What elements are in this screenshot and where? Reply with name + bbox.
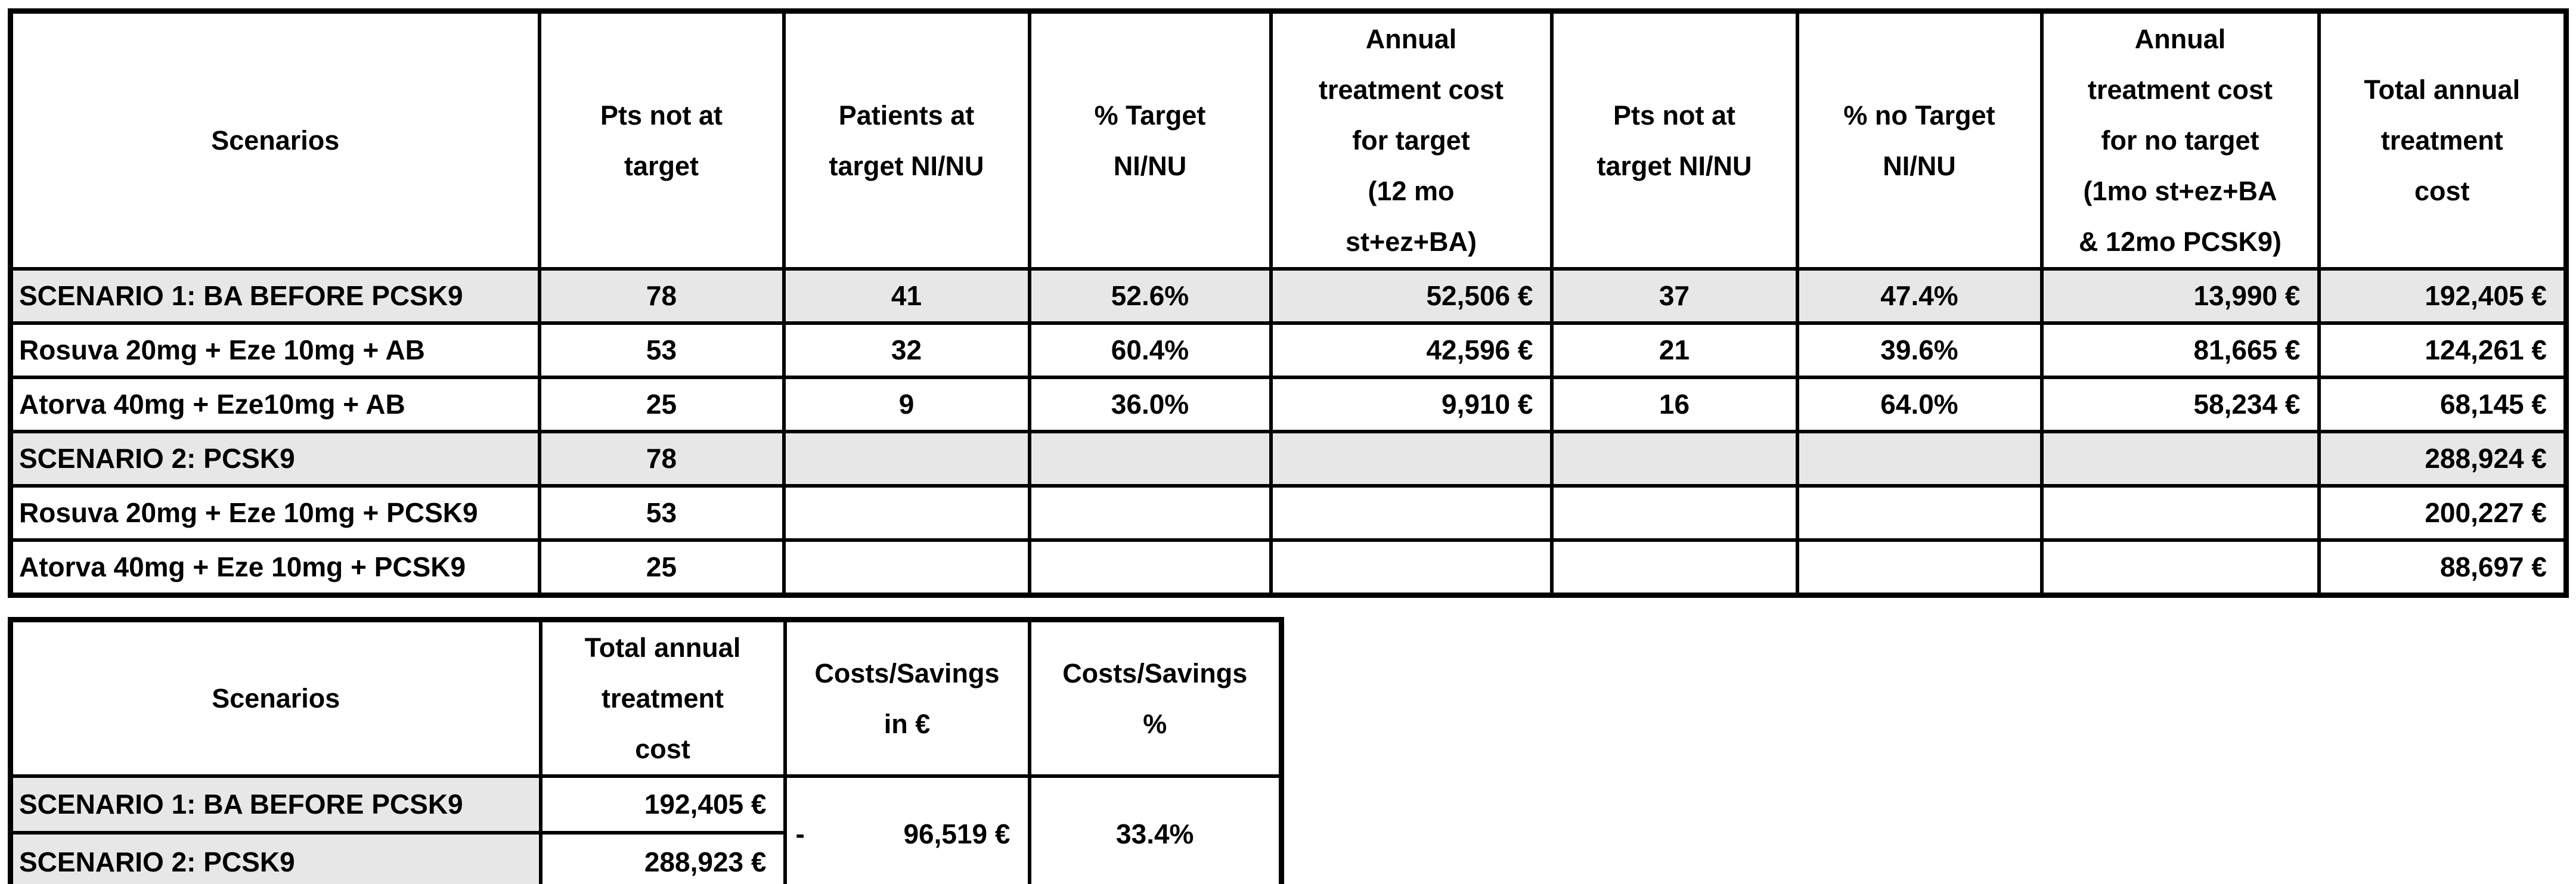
savings-summary-table: Scenarios Total annual treatment cost Co… xyxy=(8,617,1284,884)
t1-cell xyxy=(2039,484,2321,542)
t1-cell xyxy=(1549,484,1799,542)
t1-cell: 88,697 € xyxy=(2317,538,2568,597)
t1-header-annual-cost-target: Annual treatment cost for target (12 mo … xyxy=(1269,9,1554,271)
t1-cell: 16 xyxy=(1549,376,1799,433)
t1-cell: 9,910 € xyxy=(1269,376,1554,433)
t1-cell: 58,234 € xyxy=(2039,376,2321,433)
t1-cell xyxy=(1269,484,1554,542)
t1-cell: 36.0% xyxy=(1027,376,1273,433)
t1-cell xyxy=(1795,538,2044,597)
t1-header-pts-not-at-target-ninu: Pts not at target NI/NU xyxy=(1549,9,1799,271)
t1-cell xyxy=(1795,430,2044,488)
t1-cell xyxy=(2039,430,2321,488)
t1-header-annual-cost-no-target: Annual treatment cost for no target (1mo… xyxy=(2039,9,2321,271)
t1-scenario-label: SCENARIO 2: PCSK9 xyxy=(8,430,541,488)
t1-cell: 52,506 € xyxy=(1269,267,1554,325)
t1-cell: 13,990 € xyxy=(2039,267,2321,325)
t1-cell: 64.0% xyxy=(1795,376,2044,433)
t1-cell xyxy=(1549,538,1799,597)
t2-header-row: Scenarios Total annual treatment cost Co… xyxy=(8,618,1284,778)
t1-cell xyxy=(1269,538,1554,597)
t1-cell: 21 xyxy=(1549,321,1799,379)
t2-scenario-label: SCENARIO 2: PCSK9 xyxy=(8,831,543,884)
t2-total-cell: 192,405 € xyxy=(538,774,787,835)
t1-row-scenario1: SCENARIO 1: BA BEFORE PCSK9 78 41 52.6% … xyxy=(8,267,2568,325)
t1-cell: 47.4% xyxy=(1795,267,2044,325)
t1-cell xyxy=(782,430,1031,488)
t1-header-pct-no-target: % no Target NI/NU xyxy=(1795,9,2044,271)
t1-cell: 39.6% xyxy=(1795,321,2044,379)
treatment-cost-scenarios-table: Scenarios Pts not at target Patients at … xyxy=(8,8,2569,598)
t1-cell xyxy=(1027,430,1273,488)
t1-row-rosuva-pcsk9: Rosuva 20mg + Eze 10mg + PCSK9 53 200,22… xyxy=(8,484,2568,542)
t1-cell xyxy=(1269,430,1554,488)
t1-header-row: Scenarios Pts not at target Patients at … xyxy=(8,9,2568,271)
t1-cell: 32 xyxy=(782,321,1031,379)
t1-cell xyxy=(1549,430,1799,488)
t1-cell: 124,261 € xyxy=(2317,321,2568,379)
t1-scenario-label: Rosuva 20mg + Eze 10mg + PCSK9 xyxy=(8,484,541,542)
t2-savings-eur-cell: - 96,519 € xyxy=(783,774,1031,884)
t2-header-scenarios: Scenarios xyxy=(8,618,543,778)
t2-total-cell: 288,923 € xyxy=(538,831,787,884)
t1-cell xyxy=(782,538,1031,597)
t1-row-rosuva-ab: Rosuva 20mg + Eze 10mg + AB 53 32 60.4% … xyxy=(8,321,2568,379)
t1-cell: 42,596 € xyxy=(1269,321,1554,379)
t1-row-atorva-ab: Atorva 40mg + Eze10mg + AB 25 9 36.0% 9,… xyxy=(8,376,2568,433)
t2-header-costs-savings-eur: Costs/Savings in € xyxy=(783,618,1031,778)
t1-cell: 68,145 € xyxy=(2317,376,2568,433)
t1-header-scenarios: Scenarios xyxy=(8,9,541,271)
t1-cell: 52.6% xyxy=(1027,267,1273,325)
t1-cell: 25 xyxy=(537,376,786,433)
t1-cell: 9 xyxy=(782,376,1031,433)
t2-row-scenario2: SCENARIO 2: PCSK9 288,923 € xyxy=(8,831,1282,884)
t1-cell: 25 xyxy=(537,538,786,597)
t1-cell: 60.4% xyxy=(1027,321,1273,379)
t2-row-scenario1: SCENARIO 1: BA BEFORE PCSK9 192,405 € - … xyxy=(8,774,1284,884)
t1-cell: 192,405 € xyxy=(2317,267,2568,325)
t1-row-scenario2: SCENARIO 2: PCSK9 78 288,924 € xyxy=(8,430,2568,488)
savings-amount: 96,519 € xyxy=(903,818,1010,849)
t1-cell xyxy=(1027,538,1273,597)
t1-scenario-label: SCENARIO 1: BA BEFORE PCSK9 xyxy=(8,267,541,325)
t1-cell: 81,665 € xyxy=(2039,321,2321,379)
t1-cell: 78 xyxy=(537,267,786,325)
t2-header-total-annual-cost: Total annual treatment cost xyxy=(538,618,787,778)
t1-cell: 78 xyxy=(537,430,786,488)
t1-scenario-label: Atorva 40mg + Eze 10mg + PCSK9 xyxy=(8,538,541,597)
t1-cell: 41 xyxy=(782,267,1031,325)
t1-scenario-label: Atorva 40mg + Eze10mg + AB xyxy=(8,376,541,433)
t2-scenario-label: SCENARIO 1: BA BEFORE PCSK9 xyxy=(8,774,543,835)
t1-cell: 200,227 € xyxy=(2317,484,2568,542)
t1-row-atorva-pcsk9: Atorva 40mg + Eze 10mg + PCSK9 25 88,697… xyxy=(8,538,2568,597)
t1-scenario-label: Rosuva 20mg + Eze 10mg + AB xyxy=(8,321,541,379)
t1-cell xyxy=(1795,484,2044,542)
t1-cell xyxy=(1027,484,1273,542)
t2-savings-pct-cell: 33.4% xyxy=(1027,774,1284,884)
t1-header-pct-target: % Target NI/NU xyxy=(1027,9,1273,271)
t1-header-pts-not-at-target: Pts not at target xyxy=(537,9,786,271)
t1-cell: 37 xyxy=(1549,267,1799,325)
t1-header-patients-at-target: Patients at target NI/NU xyxy=(782,9,1031,271)
t1-cell: 288,924 € xyxy=(2317,430,2568,488)
t1-cell: 53 xyxy=(537,484,786,542)
t1-cell: 53 xyxy=(537,321,786,379)
t1-cell xyxy=(782,484,1031,542)
savings-minus-sign: - xyxy=(795,818,805,849)
t2-header-costs-savings-pct: Costs/Savings % xyxy=(1027,618,1284,778)
t1-header-total-annual-cost: Total annual treatment cost xyxy=(2317,9,2568,271)
t1-cell xyxy=(2039,538,2321,597)
